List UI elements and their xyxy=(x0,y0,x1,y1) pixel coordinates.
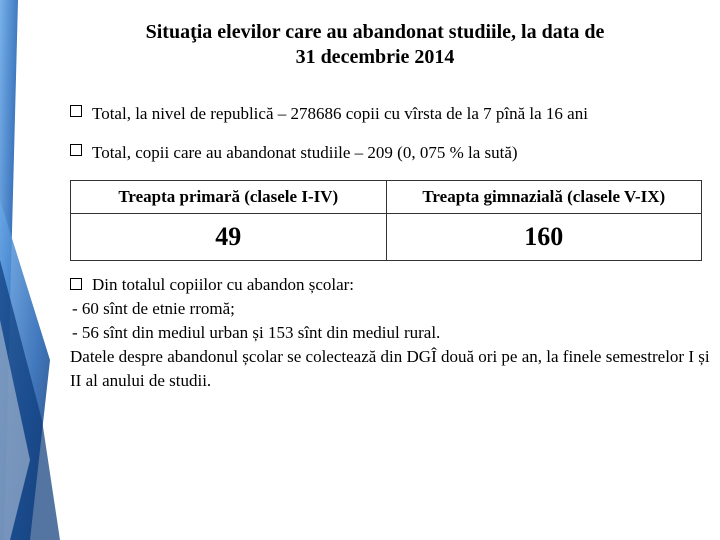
table-value-cell: 49 xyxy=(71,214,386,260)
title-line-1: Situaţia elevilor care au abandonat stud… xyxy=(146,21,605,43)
bullet-text: Total, copii care au abandonat studiile … xyxy=(92,139,518,166)
footer-lead-text: Din totalul copiilor cu abandon școlar: xyxy=(92,273,354,297)
slide-content: Situaţia elevilor care au abandonat stud… xyxy=(0,0,720,412)
slide-title: Situaţia elevilor care au abandonat stud… xyxy=(80,20,670,70)
footer-tail-text: Datele despre abandonul școlar se colect… xyxy=(70,345,710,393)
title-line-2: 31 decembrie 2014 xyxy=(296,46,455,68)
data-table: Treapta primară (clasele I-IV) 49 Treapt… xyxy=(70,180,702,261)
footer-block: Din totalul copiilor cu abandon școlar: … xyxy=(70,273,710,392)
footer-dash-line: - 56 sînt din mediul urban și 153 sînt d… xyxy=(72,321,710,345)
table-value-cell: 160 xyxy=(387,214,702,260)
table-column: Treapta primară (clasele I-IV) 49 xyxy=(70,180,387,261)
footer-dash-line: - 60 sînt de etnie rromă; xyxy=(72,297,710,321)
bullet-item: Total, la nivel de republică – 278686 co… xyxy=(70,100,710,127)
footer-lead-line: Din totalul copiilor cu abandon școlar: xyxy=(70,273,710,297)
bullet-list-top: Total, la nivel de republică – 278686 co… xyxy=(70,100,710,166)
table-header-cell: Treapta gimnazială (clasele V-IX) xyxy=(387,181,702,214)
table-column: Treapta gimnazială (clasele V-IX) 160 xyxy=(387,180,703,261)
checkbox-icon xyxy=(70,105,82,117)
table-header-cell: Treapta primară (clasele I-IV) xyxy=(71,181,386,214)
checkbox-icon xyxy=(70,278,82,290)
bullet-item: Total, copii care au abandonat studiile … xyxy=(70,139,710,166)
bullet-text: Total, la nivel de republică – 278686 co… xyxy=(92,100,588,127)
checkbox-icon xyxy=(70,144,82,156)
